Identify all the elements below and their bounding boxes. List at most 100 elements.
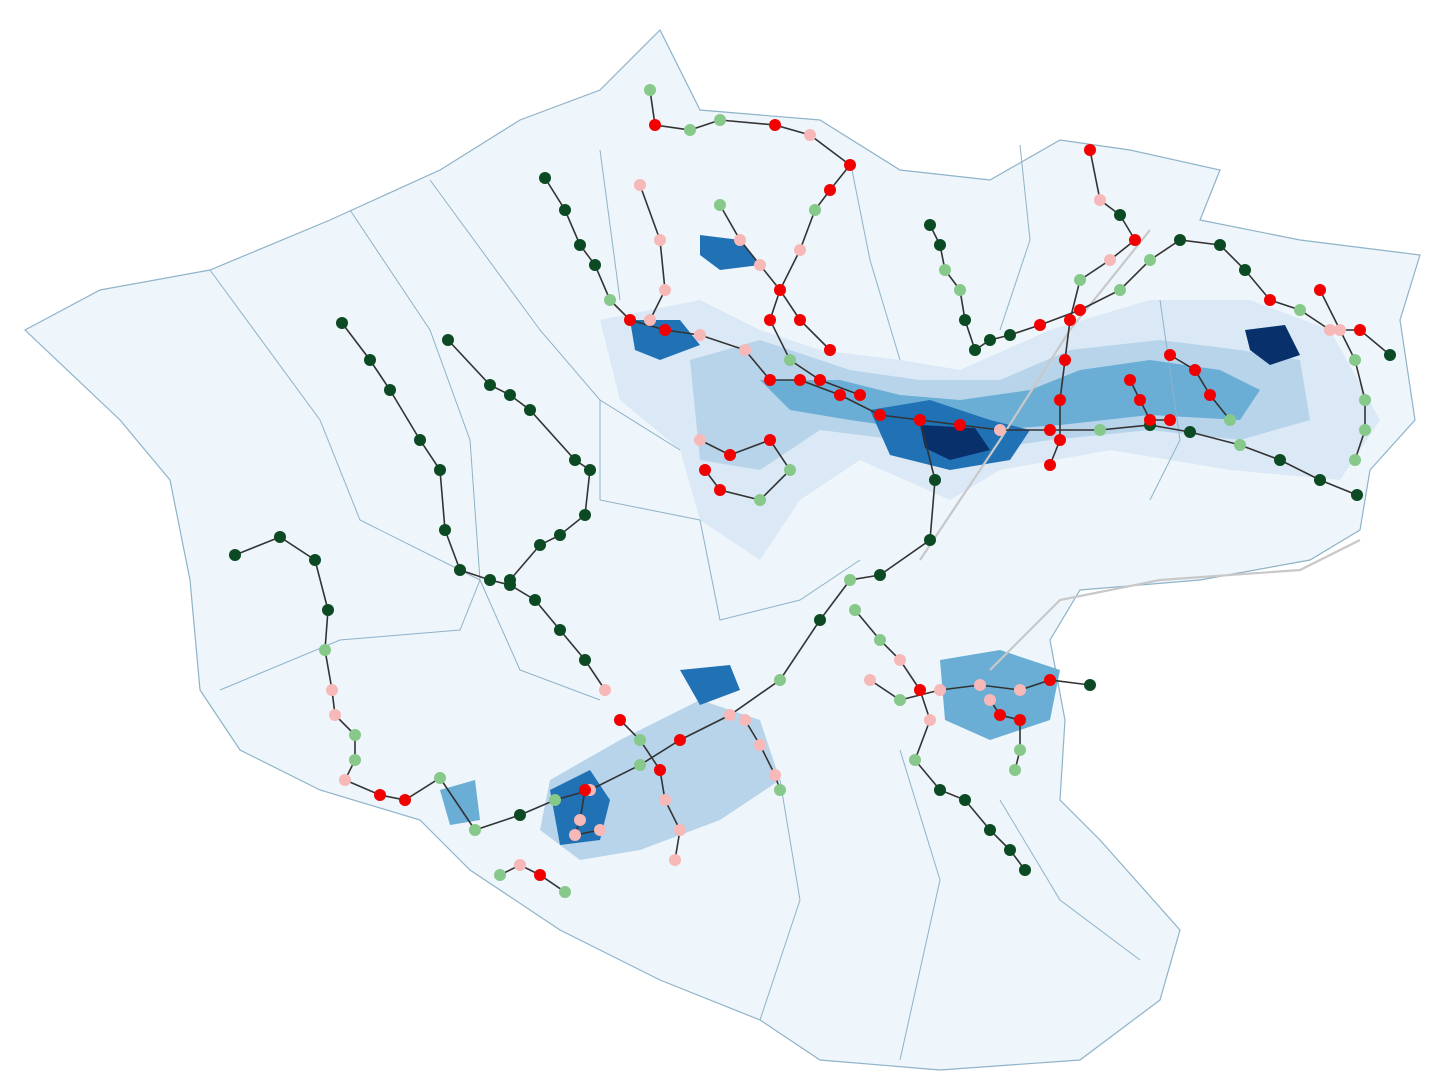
stop-marker-dark-green[interactable] [969,344,981,356]
stop-marker-dark-green[interactable] [1184,426,1196,438]
stop-marker-red[interactable] [1354,324,1366,336]
stop-marker-red[interactable] [1059,354,1071,366]
stop-marker-dark-green[interactable] [1174,234,1186,246]
stop-marker-light-green[interactable] [774,674,786,686]
stop-marker-pink[interactable] [934,684,946,696]
stop-marker-light-green[interactable] [844,574,856,586]
stop-marker-red[interactable] [724,449,736,461]
stop-marker-pink[interactable] [754,259,766,271]
stop-marker-dark-green[interactable] [454,564,466,576]
stop-marker-red[interactable] [824,184,836,196]
stop-marker-dark-green[interactable] [504,389,516,401]
stop-marker-dark-green[interactable] [1239,264,1251,276]
stop-marker-red[interactable] [674,734,686,746]
stop-marker-red[interactable] [1314,284,1326,296]
stop-marker-red[interactable] [1264,294,1276,306]
stop-marker-red[interactable] [1189,364,1201,376]
stop-marker-light-green[interactable] [1009,764,1021,776]
stop-marker-dark-green[interactable] [442,334,454,346]
stop-marker-light-green[interactable] [849,604,861,616]
stop-marker-pink[interactable] [794,244,806,256]
stop-marker-light-green[interactable] [469,824,481,836]
stop-marker-light-green[interactable] [1144,254,1156,266]
stop-marker-dark-green[interactable] [539,172,551,184]
stop-marker-dark-green[interactable] [934,239,946,251]
stop-marker-red[interactable] [844,159,856,171]
stop-marker-light-green[interactable] [909,754,921,766]
stop-marker-light-green[interactable] [939,264,951,276]
stop-marker-red[interactable] [854,389,866,401]
stop-marker-pink[interactable] [329,709,341,721]
stop-marker-light-green[interactable] [644,84,656,96]
stop-marker-pink[interactable] [1094,194,1106,206]
stop-marker-dark-green[interactable] [984,824,996,836]
stop-marker-red[interactable] [1134,394,1146,406]
stop-marker-dark-green[interactable] [569,454,581,466]
stop-marker-dark-green[interactable] [524,404,536,416]
stop-marker-light-green[interactable] [549,794,561,806]
stop-marker-red[interactable] [534,869,546,881]
stop-marker-dark-green[interactable] [309,554,321,566]
stop-marker-light-green[interactable] [874,634,886,646]
stop-marker-light-green[interactable] [784,464,796,476]
stop-marker-light-green[interactable] [1094,424,1106,436]
stop-marker-light-green[interactable] [809,204,821,216]
stop-marker-red[interactable] [769,119,781,131]
stop-marker-pink[interactable] [1104,254,1116,266]
stop-marker-dark-green[interactable] [1019,864,1031,876]
stop-marker-dark-green[interactable] [554,529,566,541]
stop-marker-dark-green[interactable] [364,354,376,366]
stop-marker-red[interactable] [714,484,726,496]
stop-marker-dark-green[interactable] [439,524,451,536]
stop-marker-red[interactable] [1044,459,1056,471]
stop-marker-pink[interactable] [326,684,338,696]
stop-marker-dark-green[interactable] [559,204,571,216]
stop-marker-pink[interactable] [804,129,816,141]
stop-marker-pink[interactable] [674,824,686,836]
stop-marker-red[interactable] [1124,374,1136,386]
stop-marker-red[interactable] [1014,714,1026,726]
stop-marker-red[interactable] [1044,424,1056,436]
stop-marker-red[interactable] [1129,234,1141,246]
stop-marker-dark-green[interactable] [934,784,946,796]
stop-marker-pink[interactable] [724,709,736,721]
stop-marker-dark-green[interactable] [274,531,286,543]
stop-marker-pink[interactable] [694,434,706,446]
stop-marker-pink[interactable] [694,329,706,341]
stop-marker-pink[interactable] [994,424,1006,436]
stop-marker-red[interactable] [614,714,626,726]
stop-marker-pink[interactable] [924,714,936,726]
stop-marker-red[interactable] [1054,394,1066,406]
stop-marker-pink[interactable] [634,179,646,191]
stop-marker-pink[interactable] [1334,324,1346,336]
stop-marker-red[interactable] [1084,144,1096,156]
stop-marker-pink[interactable] [644,314,656,326]
stop-marker-red[interactable] [994,709,1006,721]
stop-marker-pink[interactable] [574,814,586,826]
stop-marker-light-green[interactable] [319,644,331,656]
stop-marker-pink[interactable] [754,739,766,751]
stop-marker-light-green[interactable] [494,869,506,881]
stop-marker-red[interactable] [1204,389,1216,401]
stop-marker-red[interactable] [794,374,806,386]
stop-marker-dark-green[interactable] [579,509,591,521]
stop-marker-pink[interactable] [654,234,666,246]
stop-marker-pink[interactable] [974,679,986,691]
stop-marker-dark-green[interactable] [929,474,941,486]
stop-marker-dark-green[interactable] [959,314,971,326]
stop-marker-red[interactable] [794,314,806,326]
stop-marker-light-green[interactable] [634,734,646,746]
stop-marker-pink[interactable] [659,794,671,806]
stop-marker-dark-green[interactable] [874,569,886,581]
stop-marker-light-green[interactable] [1014,744,1026,756]
stop-marker-light-green[interactable] [784,354,796,366]
stop-marker-red[interactable] [579,784,591,796]
stop-marker-light-green[interactable] [1294,304,1306,316]
stop-marker-dark-green[interactable] [1214,239,1226,251]
stop-marker-pink[interactable] [739,344,751,356]
stop-marker-light-green[interactable] [1349,454,1361,466]
stop-marker-light-green[interactable] [714,114,726,126]
stop-marker-red[interactable] [764,374,776,386]
stop-marker-dark-green[interactable] [529,594,541,606]
stop-marker-dark-green[interactable] [534,539,546,551]
